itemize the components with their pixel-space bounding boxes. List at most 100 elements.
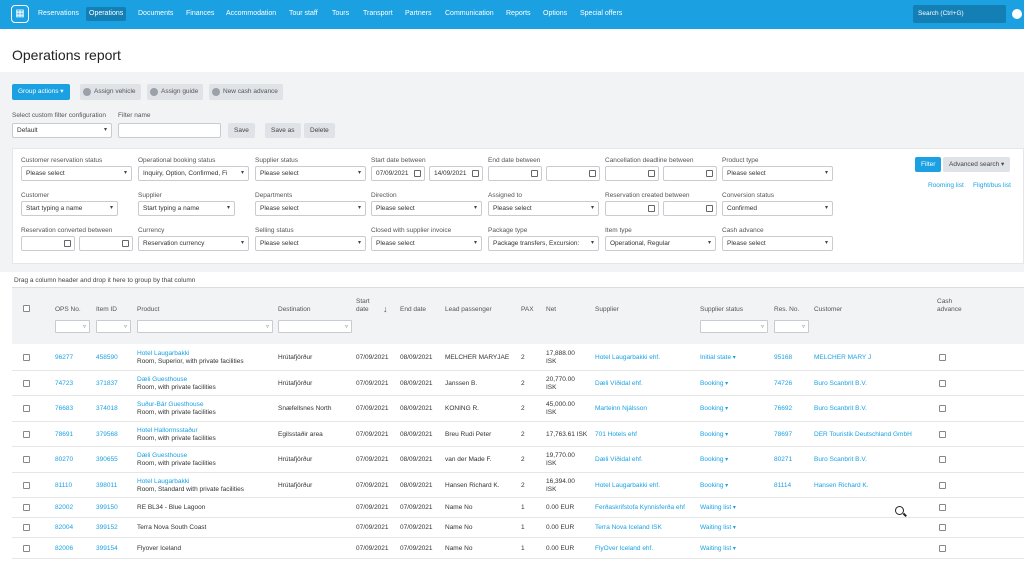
- cash-advance-checkbox[interactable]: [939, 545, 946, 552]
- col-supplier-status[interactable]: Supplier status: [700, 306, 743, 313]
- customer-link[interactable]: MELCHER MARY J: [814, 354, 872, 361]
- supplier-link[interactable]: Terra Nova Iceland ISK: [595, 524, 662, 531]
- filter-icon[interactable]: ▿: [344, 324, 348, 330]
- supplier-status-dropdown[interactable]: Booking: [700, 482, 728, 490]
- filter-icon[interactable]: ▿: [760, 324, 764, 330]
- nav-tours[interactable]: Tours: [332, 10, 350, 17]
- cancellation-to-input[interactable]: [663, 166, 717, 181]
- nav-operations[interactable]: Operations: [86, 7, 127, 21]
- col-cash-advance-line1[interactable]: Cash: [937, 298, 953, 305]
- selling-status-select[interactable]: Please select ▾: [255, 236, 366, 251]
- product-link[interactable]: Hotel Laugarbakki: [137, 478, 190, 485]
- filter-res-no-input[interactable]: ▿: [774, 320, 809, 333]
- ops-no-link[interactable]: 80270: [55, 456, 74, 463]
- reservation-created-from-input[interactable]: [605, 201, 659, 216]
- customer-reservation-status-select[interactable]: Please select ▾: [21, 166, 132, 181]
- filter-item-id-input[interactable]: ▿: [96, 320, 131, 333]
- supplier-status-dropdown[interactable]: Waiting list: [700, 524, 736, 532]
- cash-advance-checkbox[interactable]: [939, 380, 946, 387]
- supplier-link[interactable]: FlyOver Iceland ehf.: [595, 545, 654, 552]
- currency-select[interactable]: Reservation currency ▾: [138, 236, 249, 251]
- product-type-select[interactable]: Please select ▾: [722, 166, 833, 181]
- product-link[interactable]: Hotel Hallormsstaður: [137, 427, 198, 434]
- assign-vehicle-button[interactable]: Assign vehicle: [80, 84, 141, 100]
- ops-no-link[interactable]: 82002: [55, 504, 74, 511]
- supplier-link[interactable]: Ferðaskrifstofa Kynnisferða ehf: [595, 504, 685, 511]
- filter-product-input[interactable]: ▿: [137, 320, 273, 333]
- col-end-date[interactable]: End date: [400, 306, 427, 313]
- supplier-status-select[interactable]: Please select ▾: [255, 166, 366, 181]
- row-checkbox[interactable]: [23, 354, 30, 361]
- res-no-link[interactable]: 76692: [774, 405, 793, 412]
- supplier-status-dropdown[interactable]: Booking: [700, 405, 728, 413]
- row-checkbox[interactable]: [23, 545, 30, 552]
- customer-link[interactable]: Hansen Richard K.: [814, 482, 869, 489]
- ops-no-link[interactable]: 96277: [55, 354, 74, 361]
- nav-finances[interactable]: Finances: [186, 10, 215, 17]
- group-actions-button[interactable]: Group actions ▾: [12, 84, 70, 100]
- operational-booking-status-select[interactable]: Inquiry, Option, Confirmed, Fi ▾: [138, 166, 249, 181]
- product-link[interactable]: Suður-Bár Guesthouse: [137, 401, 204, 408]
- nav-partners[interactable]: Partners: [405, 10, 432, 17]
- table-row[interactable]: 82004 399152 Terra Nova South Coast 07/09/2…: [12, 518, 1024, 538]
- col-pax[interactable]: PAX: [521, 306, 534, 313]
- ops-no-link[interactable]: 74723: [55, 380, 74, 387]
- customer-select[interactable]: Start typing a name ▾: [21, 201, 118, 216]
- supplier-link[interactable]: Marteinn Njálsson: [595, 405, 648, 412]
- filter-name-input[interactable]: [118, 123, 221, 138]
- nav-tour-staff[interactable]: Tour staff: [289, 10, 318, 17]
- nav-special-offers[interactable]: Special offers: [580, 10, 623, 17]
- ops-no-link[interactable]: 81110: [55, 482, 73, 489]
- col-destination[interactable]: Destination: [278, 306, 311, 313]
- item-id-link[interactable]: 398011: [96, 482, 118, 489]
- nav-transport[interactable]: Transport: [363, 10, 393, 17]
- product-link[interactable]: Dæli Guesthouse: [137, 376, 188, 383]
- table-row[interactable]: 78691 379568 Hotel Hallormsstaður Room, wit…: [12, 422, 1024, 447]
- row-checkbox[interactable]: [23, 482, 30, 489]
- reservation-created-to-input[interactable]: [663, 201, 717, 216]
- calendar-icon[interactable]: [706, 170, 713, 177]
- calendar-icon[interactable]: [648, 205, 655, 212]
- product-link[interactable]: Hotel Laugarbakki: [137, 350, 190, 357]
- cancellation-from-input[interactable]: [605, 166, 659, 181]
- product-cell[interactable]: Hotel Laugarbakki Room, Superior, with pr…: [137, 350, 244, 366]
- nav-documents[interactable]: Documents: [138, 10, 174, 17]
- item-id-link[interactable]: 399152: [96, 524, 118, 531]
- col-start-date-line2[interactable]: date: [356, 306, 369, 313]
- product-cell[interactable]: Dæli Guesthouse Room, with private facili…: [137, 376, 216, 392]
- table-row[interactable]: 81110 398011 Hotel Laugarbakki Room, Standa…: [12, 473, 1024, 498]
- customer-link[interactable]: Buro Scanbrit B.V.: [814, 456, 867, 463]
- product-cell[interactable]: Hotel Laugarbakki Room, Standard with pri…: [137, 478, 244, 494]
- closed-with-supplier-invoice-select[interactable]: Please select ▾: [371, 236, 482, 251]
- res-no-link[interactable]: 81114: [774, 482, 792, 489]
- filter-icon[interactable]: ▿: [123, 324, 127, 330]
- item-type-select[interactable]: Operational, Regular ▾: [605, 236, 716, 251]
- ops-no-link[interactable]: 78691: [55, 431, 74, 438]
- table-row[interactable]: 76683 374018 Suður-Bár Guesthouse Room, wit…: [12, 396, 1024, 422]
- supplier-status-dropdown[interactable]: Booking: [700, 456, 728, 464]
- res-no-link[interactable]: 74726: [774, 380, 793, 387]
- calendar-icon[interactable]: [706, 205, 713, 212]
- product-cell[interactable]: Hotel Hallormsstaður Room, with private f…: [137, 427, 216, 443]
- departments-select[interactable]: Please select ▾: [255, 201, 366, 216]
- table-row[interactable]: 80270 390655 Dæli Guesthouse Room, with pri…: [12, 447, 1024, 473]
- item-id-link[interactable]: 399154: [96, 545, 118, 552]
- product-cell[interactable]: Suður-Bár Guesthouse Room, with private f…: [137, 401, 216, 417]
- ops-no-link[interactable]: 76683: [55, 405, 74, 412]
- calendar-icon[interactable]: [472, 170, 479, 177]
- item-id-link[interactable]: 371837: [96, 380, 118, 387]
- nav-reservations[interactable]: Reservations: [38, 10, 79, 17]
- supplier-status-dropdown[interactable]: Waiting list: [700, 545, 736, 553]
- package-type-select[interactable]: Package transfers, Excursion: ▾: [488, 236, 599, 251]
- advanced-search-button[interactable]: Advanced search ▾: [943, 157, 1011, 172]
- item-id-link[interactable]: 458590: [96, 354, 118, 361]
- filter-ops-no-input[interactable]: ▿: [55, 320, 90, 333]
- supplier-status-dropdown[interactable]: Initial state: [700, 354, 736, 362]
- flight-bus-list-link[interactable]: Flight/bus list: [973, 182, 1011, 189]
- row-checkbox[interactable]: [23, 405, 30, 412]
- calendar-icon[interactable]: [648, 170, 655, 177]
- ops-no-link[interactable]: 82004: [55, 524, 74, 531]
- res-no-link[interactable]: 78697: [774, 431, 793, 438]
- reservation-converted-to-input[interactable]: [79, 236, 133, 251]
- col-net[interactable]: Net: [546, 306, 557, 313]
